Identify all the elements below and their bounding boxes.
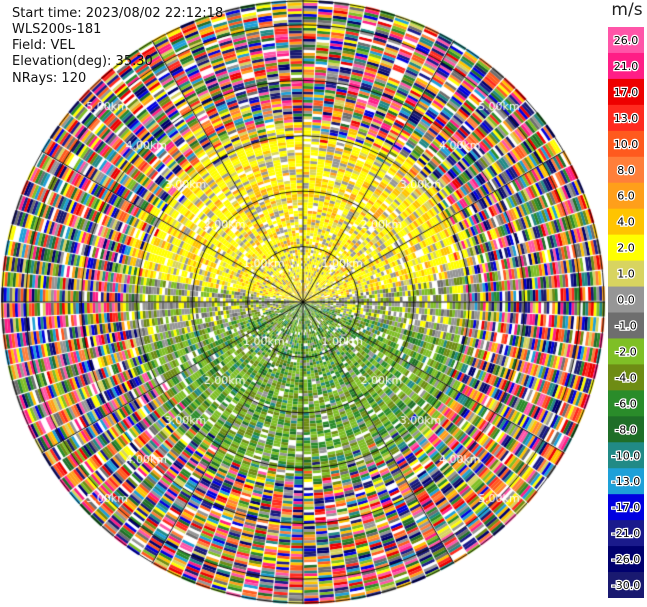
colorbar-segment <box>608 156 644 184</box>
field-label: Field: VEL <box>12 38 75 53</box>
colorbar-tick-label: 17.0 <box>614 86 639 99</box>
colorbar-segment <box>608 494 644 521</box>
colorbar-tick-label: -8.0 <box>615 423 636 436</box>
colorbar-tick-label: 13.0 <box>614 112 639 125</box>
colorbar-segment <box>608 130 644 158</box>
colorbar-tick-label: 8.0 <box>617 164 635 177</box>
colorbar-segment <box>608 390 644 417</box>
colorbar-tick-label: -4.0 <box>615 371 636 384</box>
colorbar-segment <box>608 78 644 106</box>
colorbar-segment <box>608 546 644 573</box>
colorbar-segment <box>608 468 644 495</box>
colorbar-tick-label: -26.0 <box>612 553 640 566</box>
colorbar-tick-label: 0.0 <box>617 294 635 307</box>
colorbar-segment <box>608 364 644 391</box>
colorbar-segment <box>608 416 644 443</box>
instrument-label: WLS200s-181 <box>12 22 102 37</box>
colorbar-segment <box>608 27 644 54</box>
colorbar-segment <box>608 442 644 469</box>
colorbar-tick-label: 26.0 <box>614 34 639 47</box>
colorbar-tick-label: 10.0 <box>614 138 639 151</box>
colorbar-tick-label: 4.0 <box>617 216 635 229</box>
colorbar-segment <box>608 260 644 288</box>
colorbar-tick-label: -13.0 <box>612 475 640 488</box>
colorbar-tick-label: -10.0 <box>612 449 640 462</box>
velocity-colorbar: 26.0 21.0 17.0 13.0 10.0 8.0 6.0 4.0 2.0 1.0 0.0 -1… <box>608 27 644 598</box>
colorbar-tick-label: -6.0 <box>615 397 636 410</box>
colorbar-segment <box>608 182 644 210</box>
colorbar-segment <box>608 520 644 547</box>
colorbar-unit: m/s <box>611 0 643 20</box>
colorbar-tick-label: -2.0 <box>615 345 636 358</box>
colorbar-segment <box>608 52 644 80</box>
colorbar-tick-label: -1.0 <box>615 319 636 332</box>
colorbar-tick-label: -21.0 <box>612 527 640 540</box>
elevation-label: Elevation(deg): 35.30 <box>12 54 153 69</box>
colorbar-tick-label: -17.0 <box>612 501 640 514</box>
colorbar-tick-label: 1.0 <box>617 268 635 281</box>
colorbar-tick-label: 21.0 <box>614 60 639 73</box>
colorbar-tick-label: 2.0 <box>617 242 635 255</box>
colorbar-segment <box>608 286 644 313</box>
colorbar-segment <box>608 234 644 262</box>
colorbar-segment <box>608 104 644 132</box>
colorbar-segment <box>608 312 644 339</box>
colorbar-segment <box>608 338 644 365</box>
colorbar-tick-label: -30.0 <box>612 579 640 592</box>
start-time-label: Start time: 2023/08/02 22:12:18 <box>12 6 224 21</box>
nrays-label: NRays: 120 <box>12 71 87 86</box>
colorbar-segment <box>608 208 644 236</box>
colorbar-tick-label: 6.0 <box>617 190 635 203</box>
colorbar-segment <box>608 572 644 598</box>
